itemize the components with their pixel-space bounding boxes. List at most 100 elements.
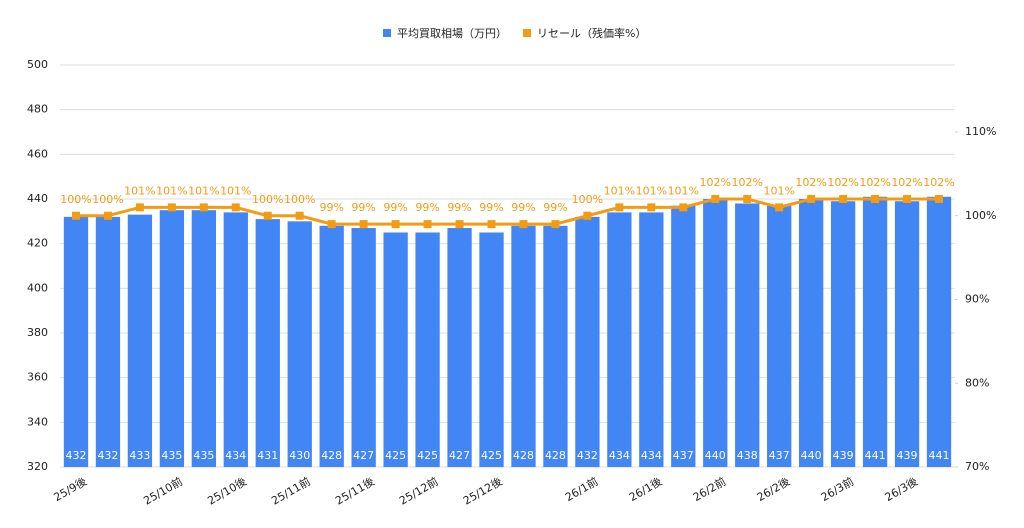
- line-point: [455, 220, 464, 229]
- legend-swatch: [523, 29, 531, 37]
- line-point: [103, 211, 112, 220]
- line: [75, 197, 940, 226]
- bar: [191, 210, 216, 467]
- line-value-label: 102%: [891, 176, 922, 189]
- y-tick-label: 420: [27, 237, 48, 250]
- line-value-label: 99%: [479, 201, 503, 214]
- line-point: [807, 195, 816, 203]
- y-tick-label: 380: [27, 326, 48, 339]
- x-tick-label: 25/11後: [333, 474, 377, 507]
- bar-value-label: 441: [865, 449, 886, 462]
- line-point: [615, 203, 624, 212]
- line-point: [551, 220, 560, 229]
- bar: [862, 196, 888, 467]
- bar: [735, 203, 760, 467]
- bar: [159, 210, 185, 467]
- bar-value-label: 437: [673, 449, 694, 462]
- bar: [351, 228, 376, 467]
- bar-value-label: 432: [97, 449, 118, 462]
- line-point: [935, 195, 944, 203]
- bar-value-label: 433: [129, 449, 150, 462]
- line-value-label: 102%: [859, 176, 890, 189]
- bar-value-label: 435: [161, 449, 182, 462]
- line-point: [871, 195, 880, 203]
- bar: [575, 216, 600, 467]
- line-value-label: 102%: [923, 176, 954, 189]
- line-value-label: 101%: [668, 184, 699, 197]
- line-value-label: 102%: [795, 176, 826, 189]
- bar-value-label: 428: [513, 449, 534, 462]
- bar-value-label: 428: [321, 449, 342, 462]
- bar-value-label: 427: [353, 449, 374, 462]
- bar: [830, 201, 856, 467]
- line-point: [327, 220, 336, 229]
- bar-value-label: 427: [449, 449, 470, 462]
- bar: [479, 232, 504, 467]
- y-tick-label: 320: [27, 460, 48, 473]
- x-tick-label: 26/3後: [882, 474, 920, 504]
- x-tick-label: 26/2前: [690, 474, 728, 504]
- bar: [639, 212, 664, 467]
- line-value-label: 99%: [383, 201, 407, 214]
- y2-tick-label: 100%: [965, 209, 996, 222]
- legend-label: リセール（残価率%）: [537, 26, 646, 40]
- line-point: [775, 203, 784, 212]
- line-value-label: 101%: [124, 184, 155, 197]
- bar: [63, 216, 89, 467]
- line-point: [519, 220, 528, 229]
- bar-value-label: 430: [289, 449, 310, 462]
- x-tick-label: 25/12後: [461, 474, 505, 507]
- bar-value-label: 434: [609, 449, 630, 462]
- line-value-label: 100%: [572, 193, 603, 206]
- line-value-label: 101%: [636, 184, 667, 197]
- bar: [127, 214, 153, 467]
- line-value-label: 101%: [604, 184, 635, 197]
- bar: [319, 225, 344, 467]
- line-value-label: 99%: [511, 201, 535, 214]
- line-point: [679, 203, 688, 212]
- bar-value-label: 438: [737, 449, 758, 462]
- x-tick-label: 25/9後: [51, 474, 89, 504]
- bar: [255, 219, 280, 467]
- x-tick-label: 25/10前: [141, 474, 185, 507]
- legend-swatch: [383, 29, 391, 37]
- line-point: [295, 211, 304, 220]
- x-tick-label: 26/2後: [754, 474, 792, 504]
- bar-value-label: 425: [385, 449, 406, 462]
- line-value-label: 102%: [700, 176, 731, 189]
- bar: [223, 212, 248, 467]
- bar: [671, 205, 696, 467]
- bar: [511, 225, 536, 467]
- line-value-label: 99%: [319, 201, 343, 214]
- line-point: [199, 203, 208, 212]
- y-tick-label: 340: [27, 415, 48, 428]
- bar: [415, 232, 440, 467]
- line-value-label: 100%: [92, 193, 123, 206]
- line-value-label: 101%: [763, 184, 794, 197]
- line-value-label: 100%: [252, 193, 283, 206]
- x-tick-label: 25/10後: [205, 474, 249, 507]
- line-value-label: 102%: [827, 176, 858, 189]
- line-value-label: 100%: [284, 193, 315, 206]
- line-point: [71, 211, 80, 220]
- line-value-label: 101%: [220, 184, 251, 197]
- x-tick-label: 25/11前: [269, 474, 313, 507]
- y2-tick-label: 80%: [965, 376, 989, 389]
- bar-value-label: 428: [545, 449, 566, 462]
- bar-value-label: 434: [641, 449, 662, 462]
- line-value-label: 99%: [447, 201, 471, 214]
- x-tick-label: 26/3前: [818, 474, 856, 504]
- bar-value-label: 432: [65, 449, 86, 462]
- bar-value-label: 432: [577, 449, 598, 462]
- bar: [607, 212, 632, 467]
- line-point: [583, 211, 592, 220]
- line-point: [743, 195, 752, 203]
- bar-value-label: 435: [193, 449, 214, 462]
- x-tick-label: 25/12前: [397, 474, 441, 507]
- line-point: [359, 220, 368, 229]
- bar-value-label: 439: [897, 449, 918, 462]
- bar: [926, 196, 952, 467]
- bar: [447, 228, 472, 467]
- line-value-label: 99%: [415, 201, 439, 214]
